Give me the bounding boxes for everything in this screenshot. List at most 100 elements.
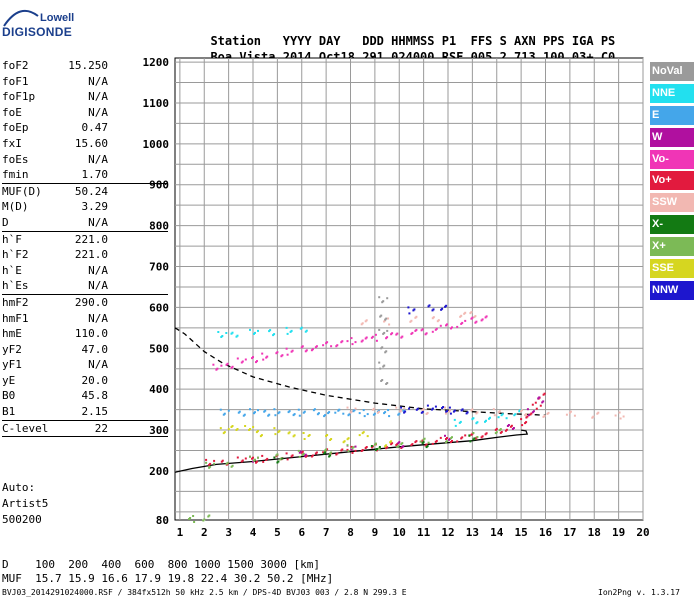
distance-value: 3000 [260, 558, 287, 571]
echo-point [384, 318, 387, 321]
echo-point [573, 414, 576, 417]
echo-point [255, 461, 257, 464]
echo-point [212, 363, 215, 366]
echo-point [456, 325, 459, 328]
echo-point [488, 417, 490, 420]
x-tick-label: 20 [636, 526, 649, 539]
muf-value: 50.2 [267, 572, 294, 585]
muf-value: 22.4 [200, 572, 228, 585]
echo-point [373, 443, 376, 446]
echo-point [531, 403, 534, 406]
param-value: 1.70 [81, 168, 109, 182]
footer-file-info: BVJ03_2014291024000.RSF / 384fx512h 50 k… [2, 588, 407, 597]
echo-point [274, 433, 277, 436]
echo-point [480, 436, 483, 439]
echo-point [337, 409, 340, 412]
echo-point [421, 409, 424, 411]
param-name: MUF(D) [2, 184, 42, 198]
echo-point [505, 417, 508, 420]
echo-point [384, 445, 387, 448]
x-tick-label: 16 [539, 526, 553, 539]
echo-point [267, 414, 270, 417]
echo-point [251, 457, 253, 460]
echo-point [525, 416, 528, 419]
echo-point [304, 455, 307, 458]
echo-point [330, 345, 333, 348]
echo-point [358, 412, 361, 415]
echo-point [335, 453, 338, 456]
echo-point [520, 418, 523, 421]
y-tick-label: 900 [149, 179, 169, 192]
echo-point [257, 409, 259, 412]
echo-point [259, 435, 262, 438]
muf-value: 30.2 [233, 572, 261, 585]
echo-point [257, 456, 259, 459]
param-name: fxI [2, 136, 22, 150]
echo-point [403, 407, 406, 410]
echo-point [474, 321, 477, 324]
echo-point [261, 454, 264, 457]
param-value: 15.250 [68, 59, 108, 72]
echo-point [300, 451, 303, 454]
echo-point [276, 461, 279, 464]
echo-point [363, 415, 366, 418]
ionogram-chart: 1 2 3 4 5 6 7 8 9 10 11 12 13 14 15 16 17 18 19 20802003004… [143, 56, 650, 539]
echo-point [325, 342, 328, 345]
echo-point [506, 425, 509, 427]
echo-point [542, 415, 545, 418]
echo-point [541, 401, 544, 404]
echo-point [402, 409, 405, 412]
echo-point [349, 411, 352, 414]
echo-point [342, 441, 345, 444]
echo-point [444, 434, 446, 437]
param-separator [2, 436, 168, 438]
echo-point [420, 411, 423, 414]
x-tick-label: 4 [250, 526, 257, 539]
echo-point [460, 437, 463, 440]
echo-point [257, 329, 259, 332]
y-tick-label: 700 [149, 261, 169, 274]
echo-point [360, 323, 363, 326]
echo-point [445, 412, 447, 415]
x-tick-label: 1 [177, 526, 184, 539]
echo-point [217, 331, 220, 333]
echo-point [484, 433, 487, 436]
echo-point [298, 455, 301, 458]
param-value: 22 [94, 421, 108, 435]
y-tick-label: 800 [149, 220, 169, 233]
echo-point [434, 328, 437, 331]
echo-point [244, 358, 247, 361]
echo-point [385, 337, 388, 340]
echo-point [424, 333, 427, 336]
echo-point [351, 343, 354, 346]
echo-point [249, 455, 251, 458]
polarization-legend: NoVal NNE E W Vo- Vo+ SSW X- X+ SSE NNW [650, 62, 694, 303]
echo-point [334, 411, 337, 414]
echo-point [242, 414, 245, 417]
echo-point [347, 450, 350, 453]
echo-point [445, 324, 447, 327]
echo-point [460, 322, 463, 325]
echo-point [439, 436, 442, 439]
echo-point [220, 364, 223, 367]
echo-point [412, 309, 415, 312]
distance-value: 600 [134, 558, 155, 571]
echo-point [237, 411, 240, 414]
echo-point [475, 422, 478, 425]
echo-point [358, 434, 361, 437]
echo-point [410, 444, 413, 447]
echo-point [249, 408, 251, 411]
distance-unit: [km] [293, 558, 321, 571]
header-label: HHMMSS [391, 34, 435, 48]
echo-point [622, 415, 625, 418]
echo-point [314, 346, 317, 349]
echo-point [500, 414, 503, 417]
echo-point [220, 336, 223, 338]
legend-item: SSE [650, 259, 694, 279]
echo-point [450, 327, 452, 330]
echo-point [255, 361, 257, 364]
echo-point [509, 425, 512, 428]
y-tick-label: 600 [149, 301, 169, 314]
echo-point [340, 341, 343, 344]
echo-point [213, 459, 216, 462]
